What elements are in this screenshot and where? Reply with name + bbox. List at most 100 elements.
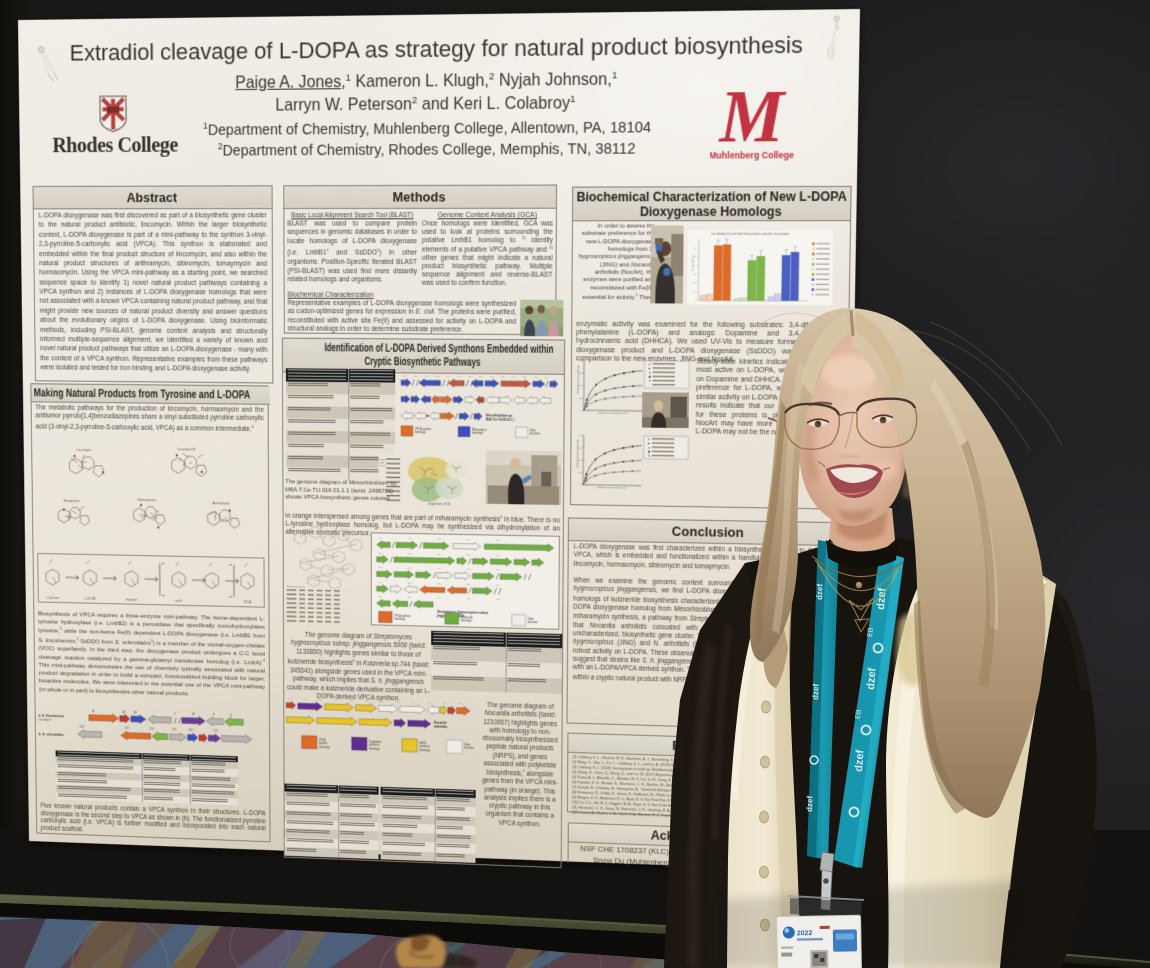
svg-text:◆: ◆: [648, 450, 651, 453]
svg-text:Tomaymycin: Tomaymycin: [63, 499, 80, 503]
svg-text:656: 656: [467, 569, 471, 571]
svg-text:355: 355: [408, 583, 412, 585]
svg-text:290: 290: [501, 376, 505, 378]
svg-text:X: X: [229, 713, 233, 717]
svg-text:100: 100: [578, 472, 582, 474]
svg-text:homologs: homologs: [394, 617, 406, 621]
svg-text:M6A.T.Ce.TU.016.01.1.1: M6A.T.Ce.TU.016.01.1.1: [486, 417, 515, 421]
svg-text:homologs: homologs: [369, 747, 381, 751]
svg-text:498: 498: [437, 598, 441, 600]
svg-text:▲: ▲: [649, 371, 652, 374]
svg-text:173: 173: [496, 599, 500, 601]
svg-text:Tryptophan: Tryptophan: [369, 740, 382, 744]
svg-text:b. S. sclerotialus: b. S. sclerotialus: [39, 732, 64, 737]
svg-text:ring open: ring open: [126, 598, 138, 602]
svg-text:P: P: [213, 713, 215, 717]
svg-text:373: 373: [319, 699, 323, 701]
svg-text:355: 355: [379, 553, 383, 555]
svg-text:2690: 2690: [149, 727, 155, 731]
svg-text:204: 204: [496, 570, 500, 572]
svg-text:homologs: homologs: [461, 619, 473, 623]
svg-text:Percent rate (%): Percent rate (%): [691, 254, 694, 271]
svg-text:300: 300: [579, 373, 583, 375]
svg-text:106: 106: [365, 700, 369, 702]
svg-text:620: 620: [446, 376, 450, 378]
svg-text:EB: EB: [855, 709, 863, 719]
svg-text:245: 245: [545, 377, 549, 379]
svg-text:functions: functions: [530, 432, 541, 436]
svg-text:241: 241: [334, 700, 338, 702]
svg-text:321: 321: [467, 584, 471, 586]
svg-text:EB: EB: [867, 627, 875, 637]
svg-text:M: M: [718, 85, 787, 158]
svg-text:50: 50: [693, 257, 696, 259]
svg-text:L-Tyrosine: L-Tyrosine: [46, 596, 59, 600]
svg-text:Iron Binding (%) and Initial V: Iron Binding (%) and Initial Velocity be…: [712, 232, 790, 236]
svg-text:0: 0: [581, 410, 583, 412]
svg-text:3539: 3539: [213, 729, 219, 733]
svg-text:functions: functions: [528, 620, 539, 624]
svg-text:homologs: homologs: [415, 430, 427, 434]
svg-text:■: ■: [649, 367, 651, 370]
svg-text:W: W: [192, 712, 196, 716]
svg-text:5969: 5969: [124, 727, 130, 731]
svg-text:40: 40: [693, 265, 696, 267]
svg-text:0: 0: [694, 300, 696, 302]
svg-text:Kutzneride: Kutzneride: [461, 615, 474, 619]
svg-text:Other: Other: [530, 428, 537, 432]
svg-text:Nocardia: Nocardia: [434, 720, 447, 724]
svg-text:624: 624: [479, 376, 483, 378]
svg-text:614: 614: [396, 701, 400, 703]
svg-text:■: ■: [648, 442, 650, 445]
svg-text:557: 557: [523, 377, 527, 379]
svg-text:263: 263: [467, 599, 471, 601]
svg-text:574: 574: [412, 702, 416, 704]
svg-text:574: 574: [288, 698, 292, 700]
svg-text:687: 687: [379, 582, 383, 584]
svg-text:352: 352: [408, 568, 412, 570]
svg-text:8845: 8845: [188, 729, 194, 733]
svg-text:dzef: dzef: [811, 683, 821, 700]
svg-text:562: 562: [436, 376, 440, 378]
svg-text:Streptomyces hygroscopicus sub: Streptomyces hygroscopicus subsp.: [437, 610, 489, 615]
svg-text:homologs: homologs: [319, 745, 330, 749]
svg-text:Muhlenberg College: Muhlenberg College: [710, 150, 794, 161]
svg-text:B2: B2: [134, 710, 138, 714]
svg-text:215: 215: [467, 554, 471, 556]
svg-text:446: 446: [381, 701, 385, 703]
svg-text:Rhodes College: Rhodes College: [52, 132, 178, 158]
svg-text:Substrate Concentration (uM): Substrate Concentration (uM): [598, 412, 627, 415]
svg-text:153: 153: [408, 553, 412, 555]
svg-text:400: 400: [579, 360, 583, 362]
svg-text:200: 200: [579, 385, 583, 387]
svg-text:482: 482: [303, 699, 307, 701]
svg-text:ref (5): ref (5): [380, 464, 386, 467]
svg-text:Hormaomycin: Hormaomycin: [137, 498, 156, 502]
svg-text:576: 576: [425, 376, 429, 378]
svg-text:100: 100: [579, 398, 583, 400]
svg-text:B1: B1: [122, 710, 126, 714]
svg-text:129: 129: [467, 540, 471, 542]
svg-text:VPCA synthon: VPCA synthon: [415, 427, 432, 431]
svg-text:arthritidis: arthritidis: [434, 725, 448, 729]
svg-text:○: ○: [648, 384, 650, 387]
svg-text:synthesis: synthesis: [369, 743, 380, 747]
svg-text:homologs: homologs: [472, 431, 484, 435]
svg-text:442: 442: [443, 703, 447, 705]
svg-text:dzef: dzef: [805, 795, 815, 812]
svg-text:667: 667: [458, 703, 462, 705]
svg-text:●: ●: [649, 363, 651, 366]
svg-text:489: 489: [437, 569, 441, 571]
svg-text:Image: Image: [380, 458, 387, 461]
svg-text:587: 587: [490, 376, 494, 378]
svg-text:Image from ref (5): Image from ref (5): [428, 502, 450, 506]
svg-text:cyclic: cyclic: [175, 599, 182, 603]
svg-text:Lincomycin: Lincomycin: [38, 718, 51, 722]
svg-text:C: C: [174, 711, 177, 715]
svg-text:200: 200: [579, 460, 583, 462]
svg-text:300: 300: [579, 448, 583, 450]
svg-text:Other: Other: [528, 617, 535, 621]
svg-text:▼: ▼: [648, 380, 651, 383]
svg-text:Image from ref (5): Image from ref (5): [287, 585, 306, 588]
svg-text:2022: 2022: [797, 930, 813, 937]
